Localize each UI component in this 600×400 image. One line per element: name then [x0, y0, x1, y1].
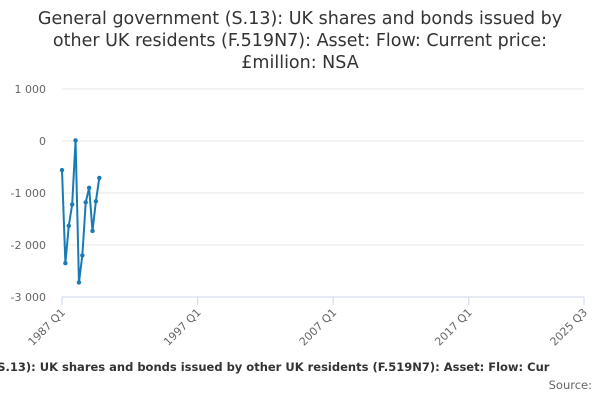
x-tick-label: 2017 Q1 [432, 306, 475, 349]
data-point [66, 223, 71, 228]
data-point [73, 138, 78, 143]
data-point [83, 200, 88, 205]
chart-title: General government (S.13): UK shares and… [0, 8, 600, 74]
source-label: Source: [548, 378, 592, 392]
data-point [97, 175, 102, 181]
series-label: (S.13): UK shares and bonds issued by ot… [0, 360, 600, 374]
data-point [86, 185, 92, 190]
y-tick-label: 0 [39, 135, 46, 148]
x-tick-label: 2007 Q1 [297, 306, 340, 349]
series-line [61, 139, 101, 284]
chart-title-line-3: £million: NSA [241, 53, 359, 73]
y-tick-label: -1 000 [11, 187, 46, 200]
chart-title-line-2: other UK residents (F.519N7): Asset: Flo… [52, 31, 548, 51]
x-tick-label: 1987 Q1 [26, 306, 69, 349]
axes: 1 000 0 -1 000 -2 000 -3 000 1987 Q1 1997 Q1 20… [11, 83, 591, 348]
x-tick-label: 1997 Q1 [161, 306, 204, 349]
gridlines [62, 88, 584, 246]
y-tick-label: -3 000 [11, 291, 46, 304]
series-label-text: (S.13): UK shares and bonds issued by ot… [0, 360, 550, 374]
data-point [80, 253, 85, 258]
x-tick-label: 2025 Q3 [548, 306, 591, 349]
chart-title-line-1: General government (S.13): UK shares and… [37, 9, 563, 29]
data-point [63, 261, 68, 266]
data-point [76, 280, 82, 285]
data-point [90, 228, 95, 234]
data-point [93, 199, 99, 204]
y-tick-label: 1 000 [15, 83, 47, 96]
data-point [69, 202, 75, 207]
series-layer [59, 138, 102, 285]
data-point [59, 167, 65, 173]
y-tick-label: -2 000 [11, 239, 46, 252]
